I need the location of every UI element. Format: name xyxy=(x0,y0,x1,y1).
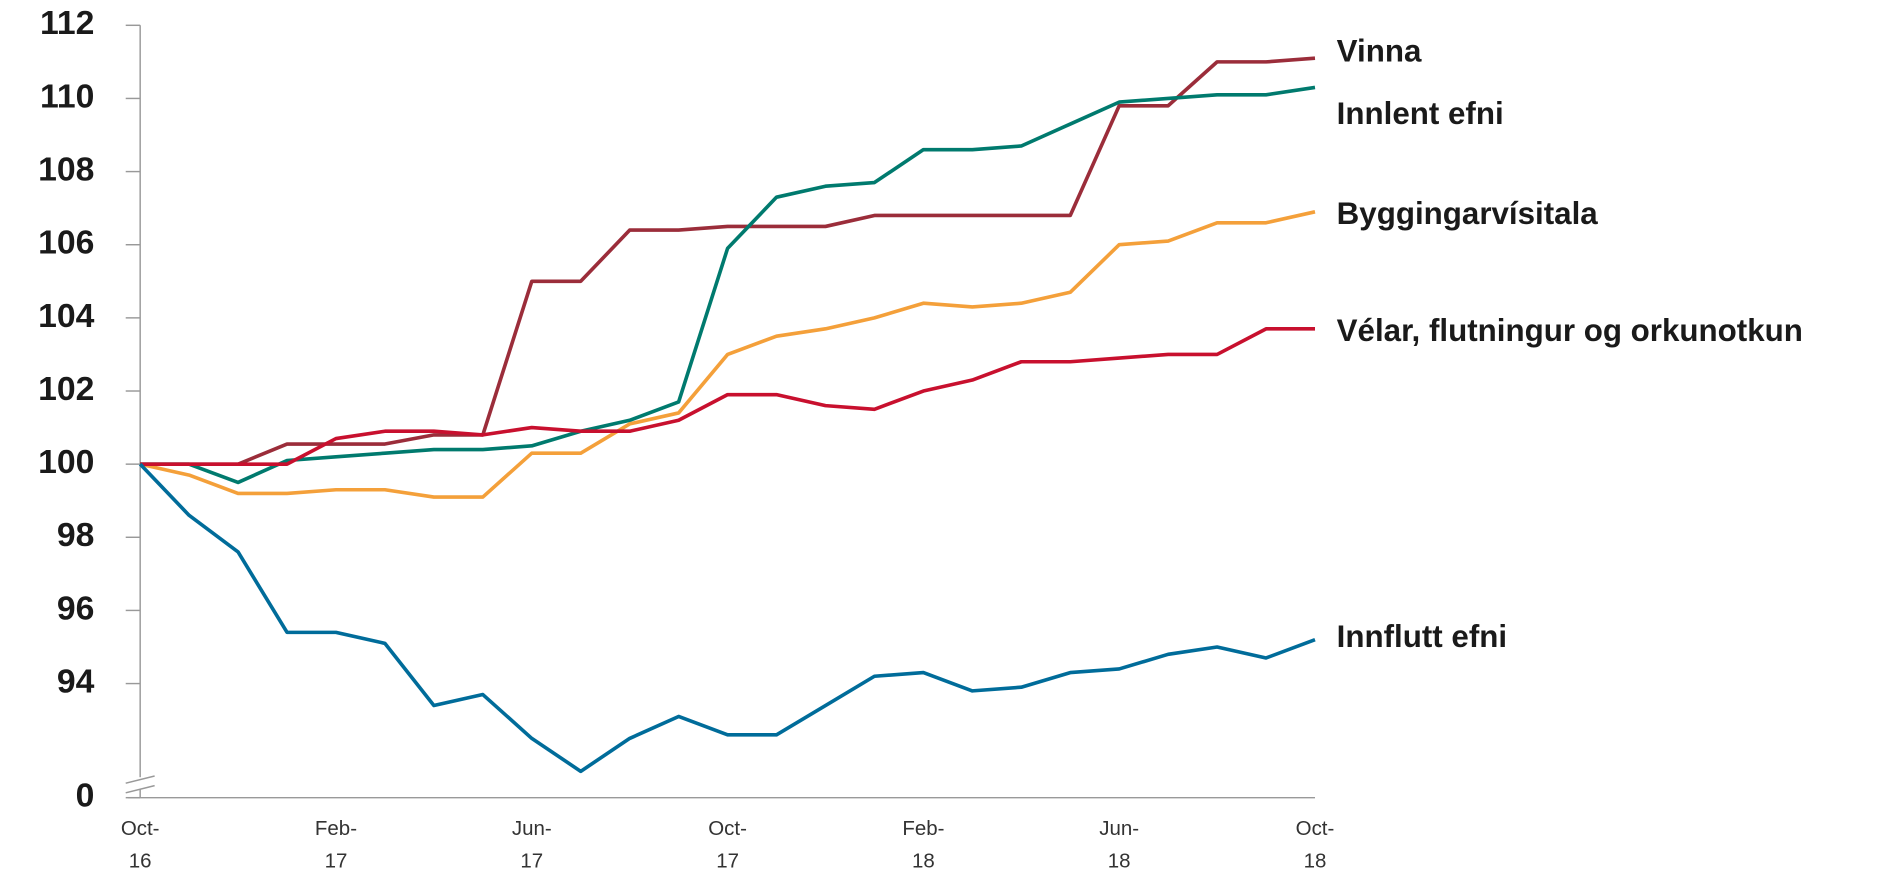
x-tick-label: Jun- 18 xyxy=(1099,817,1139,873)
x-tick-label-part: Jun- xyxy=(512,817,552,840)
y-tick-label: 98 xyxy=(57,516,95,554)
x-tick-label: Oct- 17 xyxy=(708,817,747,873)
y-tick-label: 102 xyxy=(38,370,94,408)
x-tick-label-part: Feb- xyxy=(902,817,944,840)
x-tick-label-part: Oct- xyxy=(121,817,160,840)
x-tick-label-part: 18 xyxy=(1108,850,1131,873)
y-tick-label: 100 xyxy=(38,443,94,481)
x-tick-label-part: 17 xyxy=(716,850,739,873)
series-label: Innlent efni xyxy=(1337,96,1504,131)
x-tick-label-part: 18 xyxy=(912,850,935,873)
y-tick-label: 104 xyxy=(38,297,95,335)
series-line xyxy=(140,327,1315,466)
x-tick-label-part: Oct- xyxy=(708,817,747,840)
y-tick-label: 96 xyxy=(57,589,95,627)
series-line xyxy=(139,210,1316,499)
x-tick-label: Feb- 18 xyxy=(902,817,944,873)
axis-break-gap xyxy=(123,777,158,790)
y-tick-label: 110 xyxy=(40,77,94,115)
series-label: Vélar, flutningur og orkunotkun xyxy=(1337,313,1803,348)
series-line xyxy=(138,462,1316,774)
x-tick-label-part: 17 xyxy=(520,850,543,873)
series-label: Byggingarvísitala xyxy=(1337,196,1599,231)
x-tick-label: Oct- 16 xyxy=(121,817,160,873)
x-tick-label: Oct- 18 xyxy=(1296,817,1335,873)
x-tick-label: Feb- 17 xyxy=(315,817,357,873)
axis-break xyxy=(125,775,155,784)
series-label: Vinna xyxy=(1337,33,1422,68)
y-tick-label: 0 xyxy=(76,777,95,815)
x-tick-label-part: 16 xyxy=(129,850,152,873)
x-tick-label-part: Feb- xyxy=(315,817,357,840)
y-tick-label: 106 xyxy=(38,224,94,262)
x-tick-label: Jun- 17 xyxy=(512,817,552,873)
series-line xyxy=(140,85,1316,485)
series-label: Innflutt efni xyxy=(1337,619,1507,654)
x-tick-label-part: 18 xyxy=(1304,850,1327,873)
x-tick-label-part: 17 xyxy=(325,850,348,873)
series-line xyxy=(140,56,1316,466)
y-tick-label: 112 xyxy=(40,4,94,42)
y-tick-label: 94 xyxy=(57,662,95,700)
x-tick-label-part: Oct- xyxy=(1296,817,1335,840)
axis-break xyxy=(125,784,155,794)
x-tick-label-part: Jun- xyxy=(1099,817,1139,840)
y-tick-label: 108 xyxy=(38,150,94,188)
